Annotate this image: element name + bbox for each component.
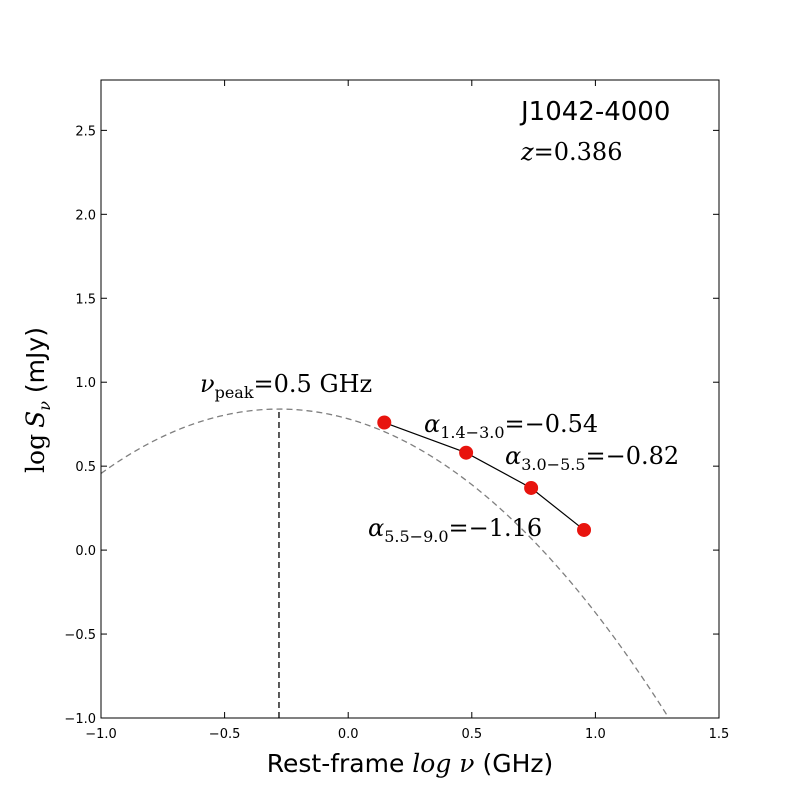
alpha-label-1: α1.4−3.0=−0.54: [424, 410, 598, 442]
y-axis-title-s: S: [21, 411, 50, 428]
data-point: [459, 445, 474, 460]
peak-label-sub: peak: [215, 383, 254, 402]
y-axis-title-suffix: (mJy): [21, 327, 50, 401]
alpha-value-2: =−0.82: [586, 442, 680, 470]
data-point: [577, 522, 592, 537]
redshift-value: 0.386: [554, 138, 623, 166]
x-axis-title-prefix: Rest-frame: [267, 749, 413, 778]
ticks-layer: −1.0 −0.5 0.0 0.5 1.0 1.5 −1.0 −0.5 0.0 0.5 1.0 1.5…: [64, 80, 729, 742]
data-point: [524, 480, 539, 495]
x-tick-label: −0.5: [209, 727, 241, 742]
y-tick-label: −0.5: [64, 628, 96, 643]
peak-label-nu: ν: [200, 370, 215, 398]
x-tick-label: 1.5: [709, 727, 730, 742]
alpha-sub-3: 5.5−9.0: [384, 527, 448, 546]
alpha-sub-1: 1.4−3.0: [440, 423, 504, 442]
alpha-symbol-2: α: [505, 442, 521, 470]
y-tick-label: 0.0: [75, 544, 96, 559]
y-axis-title-log: log: [21, 434, 50, 473]
redshift-equals: =: [534, 138, 554, 166]
x-tick-label: 0.5: [461, 727, 482, 742]
y-tick-label: 1.5: [75, 292, 96, 307]
y-tick-label: 2.5: [75, 124, 96, 139]
x-tick-label: 1.0: [585, 727, 606, 742]
y-axis-title: log Sν (mJy): [21, 327, 54, 473]
x-tick-label: −1.0: [85, 727, 117, 742]
y-tick-label: 0.5: [75, 460, 96, 475]
x-axis-title-math: log ν: [412, 749, 474, 778]
redshift-symbol: z: [520, 138, 534, 166]
peak-label: νpeak=0.5 GHz: [200, 370, 372, 402]
x-axis-title: Rest-frame log ν (GHz): [267, 749, 554, 778]
spectral-index-line: [384, 421, 585, 531]
chart-title: J1042-4000: [519, 97, 670, 127]
alpha-label-3: α5.5−9.0=−1.16: [368, 514, 542, 546]
alpha-symbol-3: α: [368, 514, 384, 542]
y-tick-label: 1.0: [75, 376, 96, 391]
alpha-label-2: α3.0−5.5=−0.82: [505, 442, 679, 474]
plot-layer: [101, 408, 670, 718]
y-tick-label: 2.0: [75, 208, 96, 223]
alpha-value-3: =−1.16: [449, 514, 543, 542]
redshift-label: z=0.386: [520, 138, 622, 166]
alpha-sub-2: 3.0−5.5: [521, 455, 585, 474]
plot-frame: [100, 79, 720, 719]
alpha-symbol-1: α: [424, 410, 440, 438]
peak-label-value: =0.5 GHz: [254, 370, 373, 398]
y-axis-title-sub: ν: [35, 401, 54, 411]
x-tick-label: 0.0: [338, 727, 359, 742]
x-axis-title-suffix: (GHz): [475, 749, 554, 778]
data-point: [377, 415, 392, 430]
y-tick-label: −1.0: [64, 712, 96, 727]
alpha-value-1: =−0.54: [505, 410, 599, 438]
